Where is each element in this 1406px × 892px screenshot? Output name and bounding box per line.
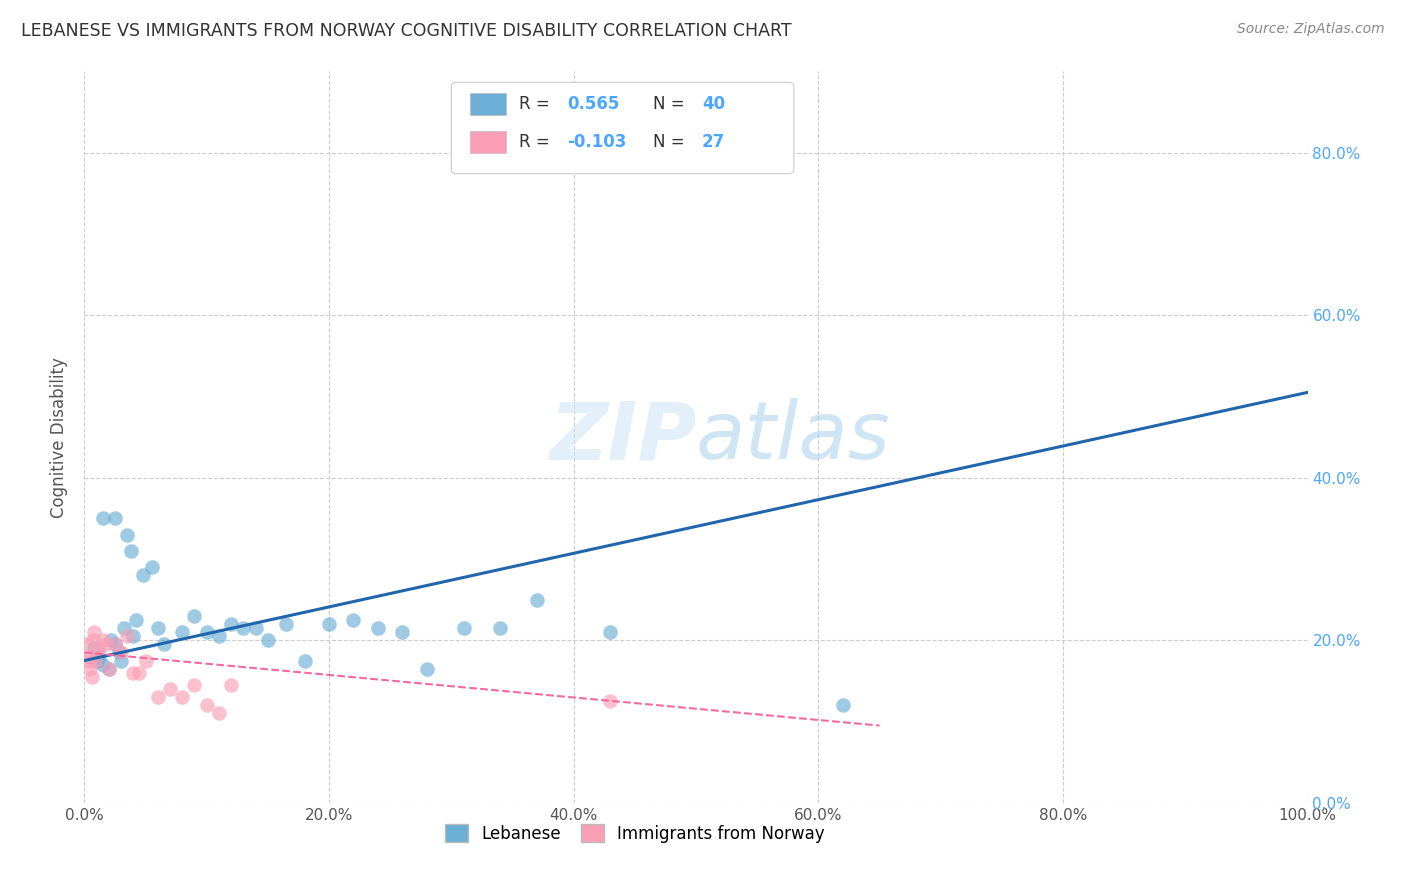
Point: [122, 629, 145, 643]
Point: [257, 633, 280, 648]
Legend: Lebanese, Immigrants from Norway: Lebanese, Immigrants from Norway: [437, 818, 832, 849]
Point: [219, 617, 242, 632]
Text: LEBANESE VS IMMIGRANTS FROM NORWAY COGNITIVE DISABILITY CORRELATION CHART: LEBANESE VS IMMIGRANTS FROM NORWAY COGNI…: [21, 22, 792, 40]
Point: [146, 690, 169, 705]
Point: [84, 654, 107, 668]
Point: [110, 645, 132, 659]
Point: [115, 629, 138, 643]
Point: [110, 654, 132, 668]
Point: [318, 617, 340, 632]
Point: [107, 645, 129, 659]
Point: [416, 662, 439, 676]
Point: [77, 649, 100, 664]
Point: [96, 637, 118, 651]
Text: atlas: atlas: [696, 398, 891, 476]
Text: -0.103: -0.103: [568, 133, 627, 152]
Text: 40: 40: [702, 95, 725, 113]
Point: [391, 625, 413, 640]
Point: [172, 690, 194, 705]
Point: [87, 649, 110, 664]
Point: [91, 633, 114, 648]
Point: [367, 621, 389, 635]
Point: [195, 698, 218, 713]
Point: [87, 641, 110, 656]
Point: [77, 654, 100, 668]
Point: [128, 665, 150, 680]
Point: [86, 654, 108, 668]
Point: [104, 637, 127, 651]
Point: [489, 621, 512, 635]
Point: [599, 625, 621, 640]
Text: Source: ZipAtlas.com: Source: ZipAtlas.com: [1237, 22, 1385, 37]
Point: [245, 621, 267, 635]
Point: [195, 625, 218, 640]
Point: [232, 621, 254, 635]
FancyBboxPatch shape: [470, 131, 506, 153]
Point: [183, 678, 205, 692]
Y-axis label: Cognitive Disability: Cognitive Disability: [51, 357, 69, 517]
Point: [183, 608, 205, 623]
Point: [146, 621, 169, 635]
Point: [83, 641, 105, 656]
Point: [141, 560, 163, 574]
Text: ZIP: ZIP: [548, 398, 696, 476]
Point: [112, 621, 135, 635]
Point: [120, 544, 142, 558]
Point: [91, 511, 114, 525]
Point: [153, 637, 176, 651]
Text: N =: N =: [654, 133, 690, 152]
FancyBboxPatch shape: [451, 82, 794, 174]
Text: N =: N =: [654, 95, 690, 113]
Point: [172, 625, 194, 640]
Point: [219, 678, 242, 692]
Point: [86, 645, 108, 659]
Point: [91, 657, 114, 672]
FancyBboxPatch shape: [470, 94, 506, 115]
Point: [83, 625, 105, 640]
Point: [76, 637, 98, 651]
Point: [159, 681, 181, 696]
Point: [599, 694, 621, 708]
Point: [132, 568, 155, 582]
Point: [342, 613, 364, 627]
Text: 0.565: 0.565: [568, 95, 620, 113]
Point: [125, 613, 148, 627]
Point: [100, 633, 122, 648]
Point: [97, 662, 120, 676]
Point: [831, 698, 853, 713]
Point: [208, 629, 231, 643]
Point: [80, 670, 103, 684]
Point: [97, 662, 120, 676]
Text: R =: R =: [519, 133, 554, 152]
Point: [453, 621, 475, 635]
Point: [115, 527, 138, 541]
Text: 27: 27: [702, 133, 725, 152]
Point: [135, 654, 157, 668]
Point: [294, 654, 316, 668]
Point: [104, 637, 127, 651]
Point: [104, 511, 127, 525]
Point: [82, 633, 104, 648]
Point: [276, 617, 298, 632]
Text: R =: R =: [519, 95, 554, 113]
Point: [208, 706, 231, 721]
Point: [526, 592, 548, 607]
Point: [122, 665, 145, 680]
Point: [79, 662, 101, 676]
